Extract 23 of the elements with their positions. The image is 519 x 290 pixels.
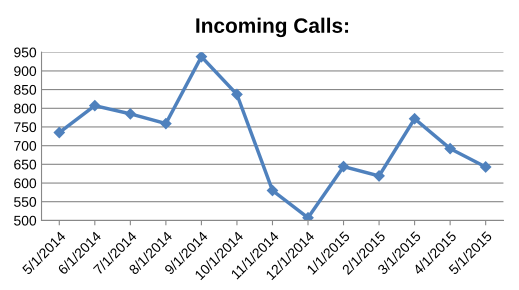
y-tick-label: 800 [14, 104, 36, 114]
y-tick-label: 950 [14, 48, 36, 58]
point [338, 160, 350, 172]
point [408, 113, 420, 124]
y-tick-label: 900 [14, 66, 36, 76]
y-tick-label: 650 [14, 160, 36, 170]
y-tick-label: 550 [14, 197, 36, 207]
point [480, 161, 492, 173]
point [124, 108, 136, 120]
point [231, 88, 243, 100]
y-tick-label: 600 [14, 178, 36, 188]
y-tick-label: 700 [14, 140, 36, 151]
point [89, 100, 100, 112]
y-tick-label: 500 [14, 216, 36, 226]
point [196, 52, 208, 62]
y-tick-label: 750 [14, 122, 36, 132]
point [373, 170, 385, 182]
y-tick-label: 850 [14, 84, 36, 95]
point [266, 184, 278, 196]
point [54, 126, 65, 138]
chart-title: Incoming Calls: [196, 18, 348, 38]
point [160, 118, 172, 130]
point [444, 143, 456, 154]
